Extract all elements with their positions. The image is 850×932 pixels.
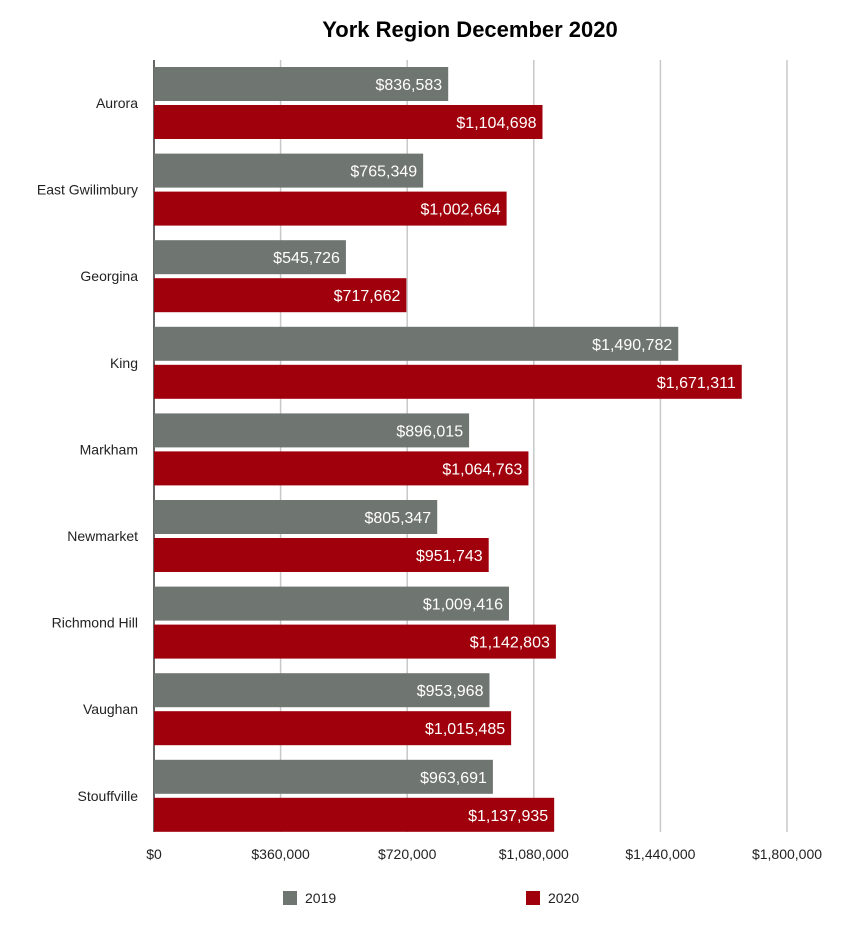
bar-value-label: $717,662	[334, 288, 401, 305]
x-tick-labels: $0 $360,000 $720,000 $1,080,000 $1,440,000 $1…	[146, 846, 822, 862]
bar-value-label: $953,968	[417, 683, 484, 700]
chart-title: York Region December 2020	[322, 17, 618, 42]
legend-swatch	[283, 891, 297, 905]
bar-2020	[154, 711, 512, 746]
bar-value-label: $1,104,698	[456, 115, 536, 132]
bar-value-label: $1,142,803	[470, 635, 550, 652]
bar-2020	[154, 451, 529, 486]
bar-value-label: $951,743	[416, 548, 483, 565]
x-tick-label: $1,080,000	[499, 846, 569, 862]
bar-2019	[154, 413, 470, 448]
bar-value-label: $1,002,664	[421, 202, 501, 219]
bar-2019	[154, 326, 679, 361]
legend-label: 2020	[548, 890, 579, 906]
bar-2019	[154, 67, 449, 101]
category-label: Markham	[80, 441, 138, 457]
category-label: East Gwilimbury	[37, 182, 138, 198]
bar-value-label: $896,015	[396, 423, 463, 440]
bar-value-label: $1,015,485	[425, 721, 505, 738]
bar-value-label: $765,349	[350, 164, 417, 181]
bar-2019	[154, 759, 493, 794]
category-label: Newmarket	[67, 528, 138, 544]
bar-value-label: $1,064,763	[442, 461, 522, 478]
category-label: King	[110, 355, 138, 371]
category-label: Richmond Hill	[52, 615, 138, 631]
bar-2020	[154, 538, 489, 572]
category-label: Georgina	[80, 268, 138, 284]
category-label: Stouffville	[78, 788, 139, 804]
bar-value-label: $545,726	[273, 250, 340, 267]
bar-value-label: $805,347	[364, 510, 431, 527]
bar-value-label: $836,583	[375, 77, 442, 94]
x-tick-label: $720,000	[378, 846, 437, 862]
x-tick-label: $1,440,000	[625, 846, 695, 862]
bar-2019	[154, 586, 509, 621]
bar-2019	[154, 153, 424, 188]
bar-2020	[154, 364, 742, 399]
bar-2020	[154, 105, 543, 139]
bar-2020	[154, 624, 556, 659]
bar-value-label: $1,671,311	[657, 375, 736, 392]
bar-2020	[154, 278, 407, 313]
bar-2019	[154, 240, 346, 275]
legend: 2019 2020	[283, 890, 579, 906]
category-label: Aurora	[96, 95, 138, 111]
bar-value-label: $963,691	[420, 770, 487, 787]
x-tick-label: $360,000	[251, 846, 310, 862]
bar-value-label: $1,009,416	[423, 597, 503, 614]
x-tick-label: $0	[146, 846, 162, 862]
legend-label: 2019	[305, 890, 336, 906]
x-tick-label: $1,800,000	[752, 846, 822, 862]
bar-2020	[154, 191, 507, 226]
legend-swatch	[526, 891, 540, 905]
category-labels: Aurora East Gwilimbury Georgina King Markham…	[37, 95, 138, 804]
bar-2019	[154, 500, 438, 534]
bar-value-label: $1,490,782	[592, 337, 672, 354]
bar-2020	[154, 797, 555, 832]
category-label: Vaughan	[83, 701, 138, 717]
bars: $836,583 $1,104,698 $765,349 $1,002,664 $545…	[154, 67, 742, 832]
bar-value-label: $1,137,935	[468, 808, 548, 825]
bar-2019	[154, 673, 490, 708]
